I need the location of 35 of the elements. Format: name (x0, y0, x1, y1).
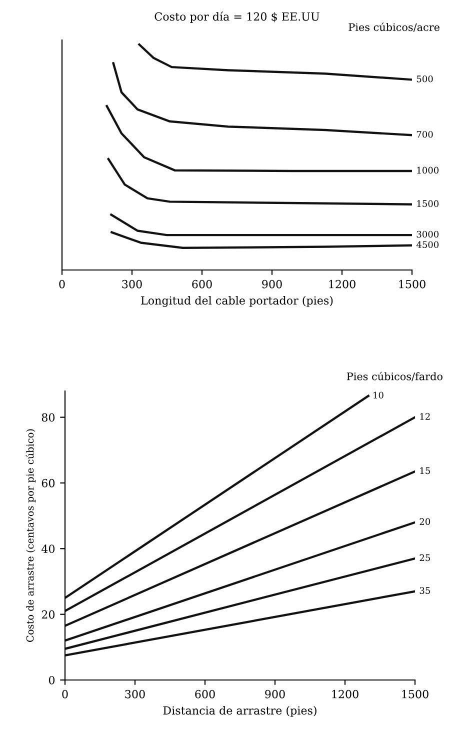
x-tick-label: 300 (122, 280, 142, 288)
series-label: 20 (420, 518, 430, 525)
series-label: 1500 (417, 200, 439, 207)
series-label: 700 (416, 130, 433, 138)
x-tick-label: 600 (192, 280, 212, 288)
series-label: 10 (374, 392, 384, 399)
series-label: 3000 (416, 230, 439, 238)
legend-title: Pies cúbicos/acre (348, 22, 440, 32)
x-axis-title: Distancia de arrastre (pies) (163, 706, 316, 717)
y-tick-label: 0 (48, 676, 55, 684)
series-label: 15 (420, 467, 430, 474)
chart-title: Costo por día = 120 $ EE.UU (154, 12, 320, 23)
y-tick-label: 80 (42, 413, 55, 422)
x-tick-label: 0 (59, 280, 65, 288)
x-tick-label: 0 (62, 690, 68, 698)
x-tick-label: 1500 (402, 690, 428, 698)
x-tick-label: 600 (195, 690, 215, 698)
series-label: 12 (420, 413, 430, 420)
x-tick-label: 900 (262, 280, 282, 288)
y-tick-label: 20 (42, 610, 55, 619)
series-label: 500 (416, 75, 433, 82)
series-label: 4500 (416, 241, 439, 248)
x-tick-label: 1200 (329, 280, 356, 288)
y-tick-label: 40 (41, 544, 55, 554)
series-label: 1000 (417, 166, 439, 174)
x-tick-label: 1200 (332, 690, 358, 698)
y-tick-label: 60 (42, 478, 55, 488)
x-tick-label: 300 (125, 690, 145, 698)
x-axis-title: Longitud del cable portador (pies) (141, 296, 333, 307)
series-label: 25 (420, 554, 430, 562)
y-axis-title: Costo de arrastre (centavos por pie cúbico) (26, 429, 36, 642)
series-label: 35 (420, 587, 430, 594)
x-tick-label: 1500 (399, 280, 426, 288)
legend-title: Pies cúbicos/fardo (346, 372, 442, 382)
x-tick-label: 900 (265, 690, 285, 698)
